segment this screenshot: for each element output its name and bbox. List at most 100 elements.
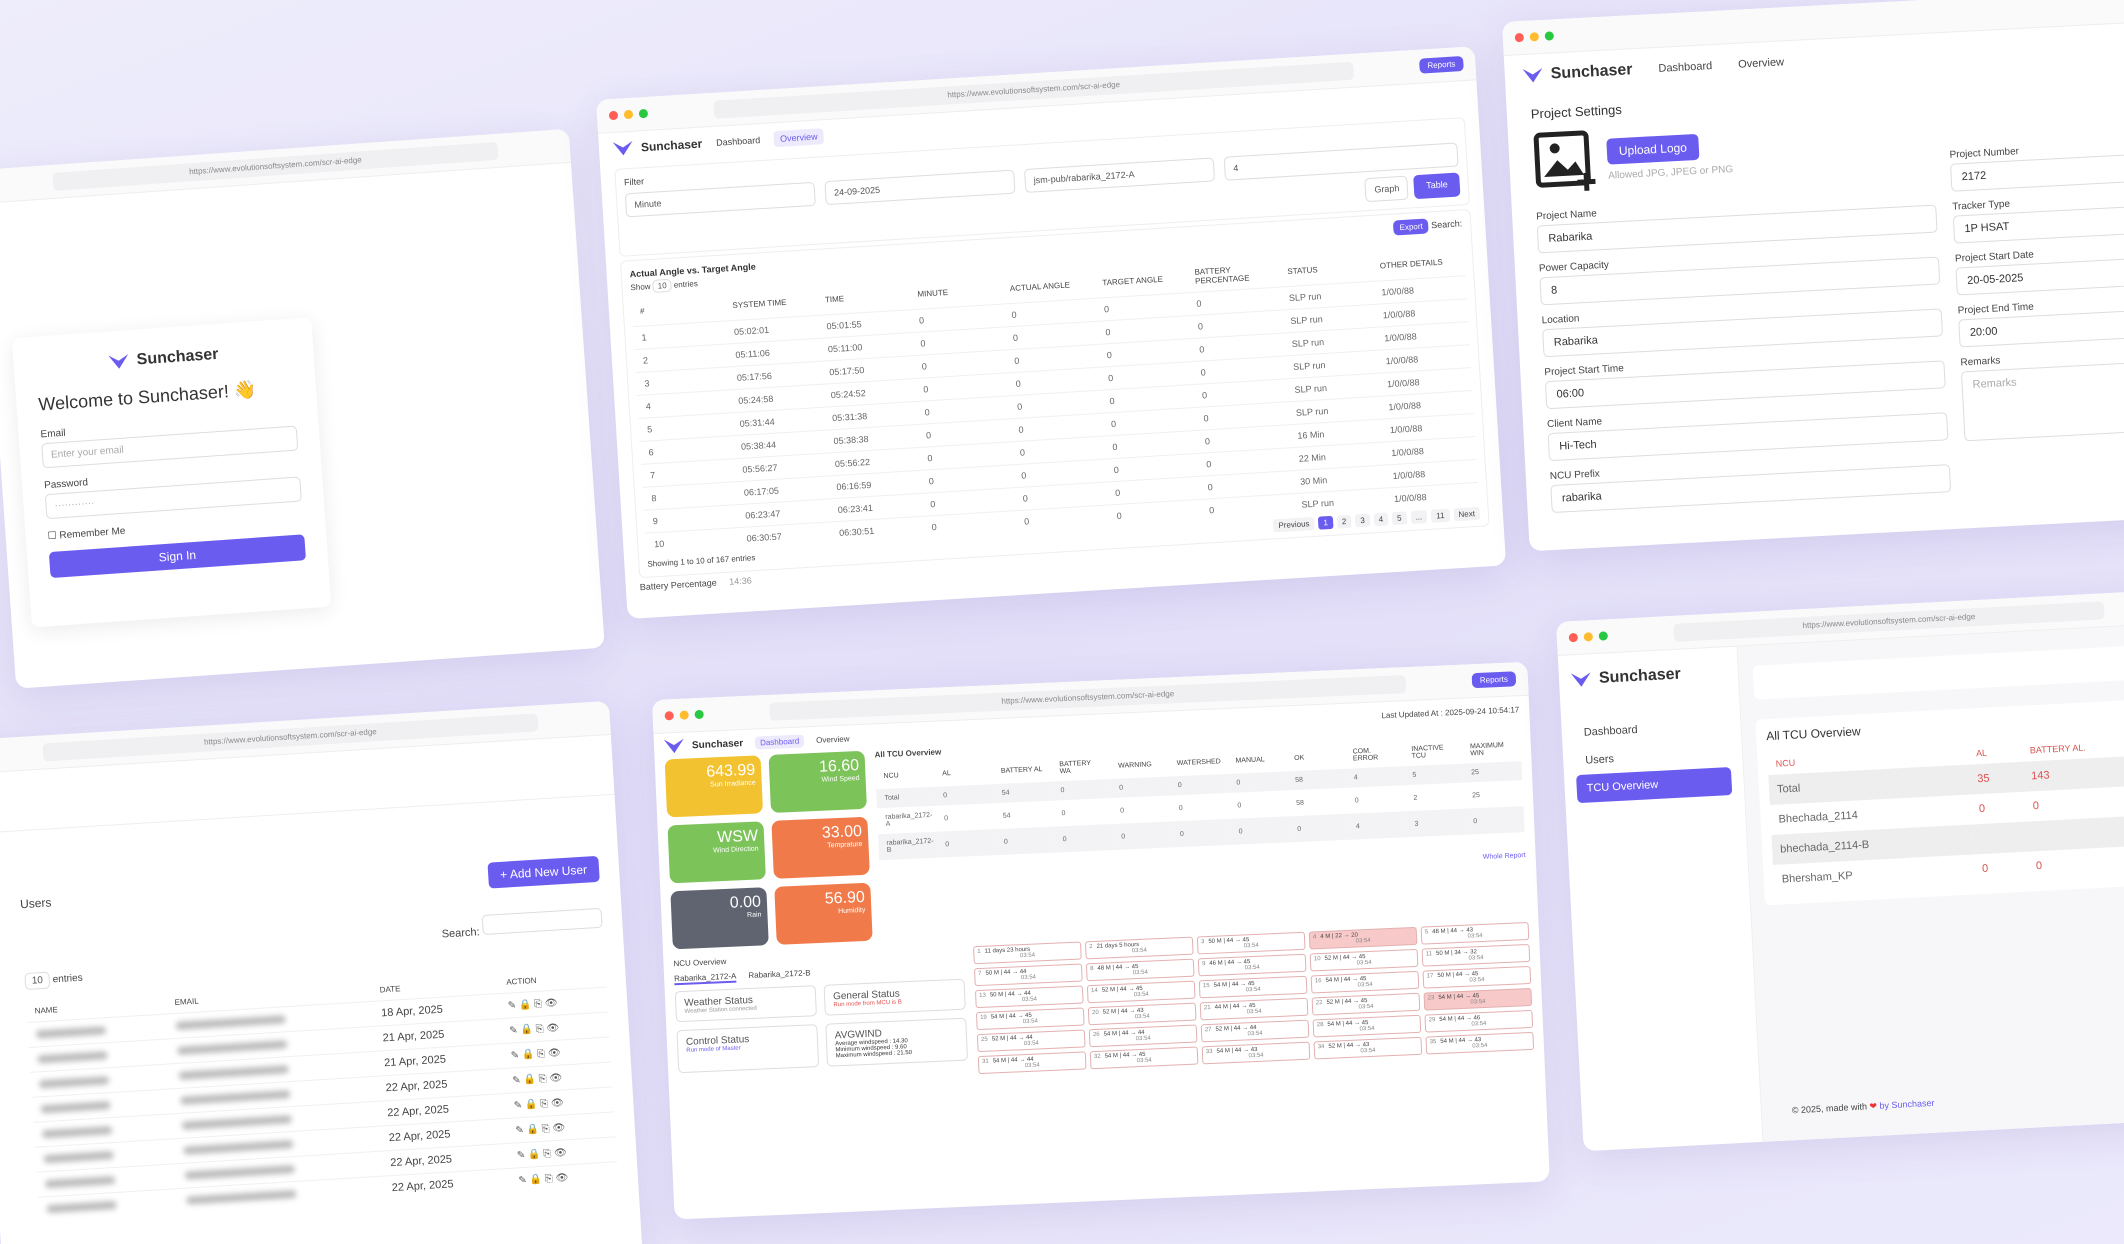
footer-text: © 2025, made with: [1791, 1101, 1868, 1116]
weather-tile: 643.99 Sun Irradiance: [664, 755, 764, 818]
add-user[interactable]: + Add New User: [487, 855, 600, 889]
battery-tick: 14:36: [728, 575, 753, 587]
cell: 0: [1179, 830, 1185, 838]
page[interactable]: ...: [1410, 510, 1428, 525]
entries: entries: [52, 972, 84, 986]
device-select[interactable]: jsm-pub/rabarika_2172-A: [1024, 157, 1216, 193]
brand-name: Sunchaser: [640, 136, 703, 155]
tcu-cell: 28 54 M | 44 → 45 03:54: [1312, 1014, 1422, 1038]
data-table: # SYSTEM TIME TIME MINUTE ACTUAL ANGLE TARGET…: [631, 245, 1480, 556]
blurred-name: [41, 1126, 113, 1139]
tcu-cell: 15 54 M | 44 → 45 03:54: [1198, 975, 1308, 999]
tab[interactable]: Dashboard: [715, 135, 761, 148]
tcu-cell: 32 54 M | 44 → 45 03:54: [1089, 1046, 1199, 1070]
blurred-name: [35, 1026, 107, 1039]
header: Sunchaser Dashboard Overview: [598, 80, 1478, 166]
column-header: BATTERY AL: [1000, 765, 1043, 775]
cell-number: 8: [1090, 966, 1094, 973]
cell: 58: [1295, 776, 1304, 785]
cell: 58: [1295, 799, 1305, 807]
table-btn[interactable]: Table: [1413, 172, 1461, 200]
cell: 0: [944, 814, 949, 822]
cell-number: 7: [978, 970, 982, 978]
header: Sunchaser Dashboard Overview: [1504, 19, 2124, 98]
column-header: AL: [1975, 747, 1988, 759]
users-panel: Users + Add New User Search: 10 entries N…: [0, 795, 639, 1234]
date-input[interactable]: 24-09-2025: [824, 169, 1016, 206]
show-select[interactable]: 10: [652, 278, 673, 293]
cell: 0: [1062, 835, 1067, 843]
tcu-cell: 3 50 M | 44 → 45 03:54: [1196, 931, 1306, 955]
cell: 54: [1002, 811, 1011, 820]
cell: 0: [945, 840, 950, 848]
ncu-overview: NCU Overview Rabarika_2172-A Rabarika_217…: [673, 947, 969, 1088]
blurred-name: [37, 1051, 108, 1064]
page[interactable]: 3: [1354, 513, 1371, 528]
column-header: BATTERY WA: [1059, 759, 1092, 776]
upload-logo[interactable]: Upload Logo: [1606, 133, 1700, 165]
reports[interactable]: Reports: [1418, 55, 1464, 74]
blurred-email: [180, 1090, 291, 1105]
tcu-cell: 16 54 M | 44 → 45 03:54: [1310, 970, 1420, 994]
login-card: Sunchaser Welcome to Sunchaser! 👋 Email …: [11, 317, 332, 628]
cell-number: 19: [980, 1014, 987, 1021]
cell: 0: [943, 792, 948, 800]
cell-number: 15: [1202, 982, 1210, 990]
column-header: AL: [942, 769, 951, 777]
tcu-cell: 35 54 M | 44 → 43 03:54: [1425, 1031, 1535, 1055]
cell-number: 25: [981, 1036, 988, 1043]
show-select[interactable]: 10: [24, 971, 51, 991]
sign-in[interactable]: Sign In: [48, 534, 307, 579]
table-window: https://www.evolutionsoftsystem.com/scr-…: [596, 46, 1507, 620]
page[interactable]: 11: [1430, 508, 1450, 523]
page[interactable]: 1: [1318, 515, 1334, 530]
table-panel: Actual Angle vs. Target Angle Export Sear…: [619, 208, 1490, 579]
page[interactable]: 5: [1391, 511, 1407, 526]
search-input[interactable]: [481, 907, 603, 936]
welcome: Welcome to Sunchaser! 👋: [37, 379, 257, 415]
page[interactable]: Next: [1453, 506, 1481, 522]
tab[interactable]: Overview: [1737, 56, 1785, 71]
page[interactable]: Previous: [1273, 516, 1315, 533]
ncu-tab[interactable]: Rabarika_2172-B: [748, 968, 811, 981]
reports[interactable]: Reports: [1471, 671, 1517, 689]
tab[interactable]: Overview: [773, 128, 825, 148]
cell-number: 31: [981, 1058, 989, 1065]
brand: Sunchaser: [1570, 663, 1727, 689]
tcu-cell: 21 44 M | 44 → 45 03:54: [1199, 997, 1309, 1021]
url: https://www.evolutionsoftsystem.com/scr-…: [52, 141, 499, 191]
tcu-cell: 13 50 M | 44 → 44 03:54: [974, 985, 1084, 1009]
page[interactable]: 2: [1336, 514, 1352, 529]
logo: [108, 354, 129, 369]
allowed: Allowed JPG, JPEG or PNG: [1607, 163, 1734, 182]
cell-number: 22: [1315, 1000, 1323, 1007]
page[interactable]: 4: [1373, 512, 1389, 527]
tab[interactable]: Dashboard: [754, 733, 805, 750]
minute-select[interactable]: Minute: [624, 181, 816, 218]
export[interactable]: Export: [1393, 218, 1430, 236]
column-header: INACTIVE TCU: [1411, 744, 1444, 760]
cell: 0: [1981, 862, 1989, 876]
blurred-email: [181, 1115, 293, 1130]
whole-report[interactable]: Whole Report: [1482, 852, 1526, 861]
brand-name: Sunchaser: [691, 737, 744, 751]
cell-number: 14: [1090, 987, 1098, 995]
users-table: NAME EMAIL DATE ACTION 18 Apr, 2025 ✎ 🔒 ⎘ 👁 21…: [25, 952, 619, 1222]
graph-btn[interactable]: Graph: [1364, 175, 1410, 203]
cell: 35: [1977, 772, 1990, 786]
column-header: OK: [1294, 754, 1305, 762]
ncu-tab[interactable]: Rabarika_2172-A: [673, 971, 737, 986]
tcu-cell: 5 48 M | 44 → 43 03:54: [1420, 921, 1530, 945]
cell: 0: [1003, 838, 1009, 846]
cell: 0: [1238, 827, 1243, 836]
weather-tile: 33.00 Temprature: [771, 816, 870, 879]
tcu-cell: 17 50 M | 44 → 45 03:54: [1422, 965, 1532, 989]
blurred-email: [183, 1140, 294, 1155]
tab[interactable]: Dashboard: [1658, 60, 1713, 75]
tcu-cell: 1 11 days 23 hours 03:54: [973, 941, 1082, 965]
tcu-cell: 9 46 M | 44 → 45 03:54: [1197, 953, 1307, 977]
tab[interactable]: Overview: [815, 733, 850, 745]
browser-bar: https://www.evolutionsoftsystem.com/scr-…: [0, 128, 571, 204]
logo-placeholder: [1533, 130, 1596, 191]
field-input[interactable]: Remarks: [1960, 359, 2124, 442]
